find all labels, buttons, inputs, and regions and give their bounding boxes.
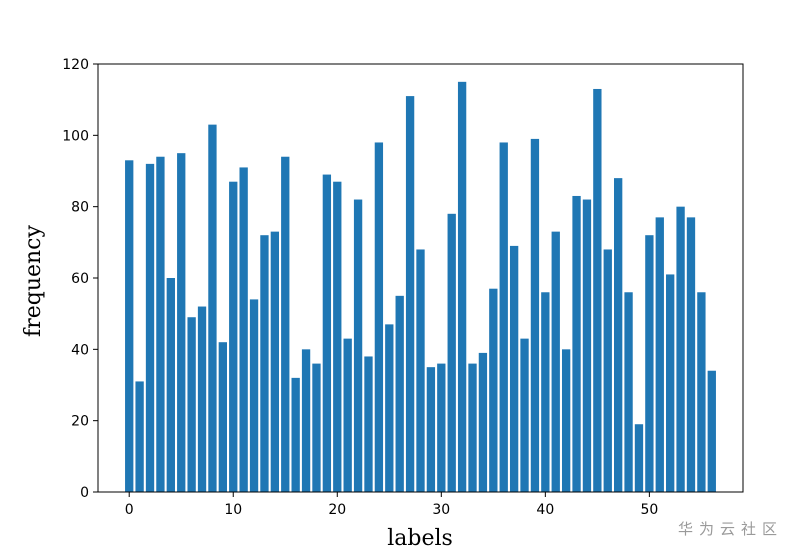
bar-11 [239, 167, 248, 492]
bar-49 [634, 424, 644, 492]
bar-1 [135, 381, 144, 492]
bar-10 [229, 181, 238, 492]
bar-3 [156, 156, 165, 492]
bar-17 [301, 349, 311, 492]
bar-14 [270, 231, 280, 492]
bar-33 [468, 363, 477, 492]
y-tick-label: 40 [71, 342, 89, 358]
bar-43 [572, 195, 581, 492]
bar-39 [530, 138, 540, 492]
bar-18 [312, 363, 321, 492]
bar-52 [666, 274, 675, 492]
bar-20 [333, 181, 342, 492]
x-axis-ticks: 0 10 20 30 40 50 [125, 492, 658, 518]
bar-47 [614, 178, 623, 492]
bar-0 [125, 160, 134, 493]
bar-35 [489, 288, 498, 492]
bar-44 [582, 199, 592, 493]
bar-5 [177, 153, 186, 492]
bar-12 [249, 299, 259, 492]
bar-38 [520, 338, 529, 492]
bar-23 [364, 356, 373, 492]
bar-50 [645, 235, 654, 492]
x-tick-label: 40 [536, 502, 554, 518]
bars-group [125, 81, 716, 493]
bar-19 [322, 174, 332, 493]
bar-31 [447, 213, 456, 493]
x-tick-label: 10 [224, 502, 242, 518]
watermark: 华为云社区 [677, 520, 783, 538]
y-tick-label: 0 [80, 485, 89, 501]
y-tick-label: 60 [71, 271, 89, 287]
bar-13 [260, 235, 269, 492]
bar-16 [291, 377, 300, 492]
bar-48 [624, 292, 633, 492]
bar-25 [385, 324, 394, 492]
bar-9 [218, 342, 227, 492]
bar-46 [603, 249, 612, 492]
y-axis-ticks: 0 20 40 60 80 100 120 [62, 57, 98, 501]
x-tick-label: 30 [432, 502, 450, 518]
bar-22 [353, 199, 363, 493]
bar-54 [686, 217, 696, 492]
bar-6 [187, 317, 196, 492]
y-axis-label: frequency [21, 224, 46, 336]
y-tick-label: 80 [71, 200, 89, 216]
bar-53 [676, 206, 685, 492]
bar-2 [145, 163, 155, 492]
y-tick-label: 100 [62, 128, 89, 144]
bar-36 [499, 142, 508, 492]
x-tick-label: 0 [125, 502, 134, 518]
bar-42 [561, 349, 571, 492]
bar-29 [426, 367, 436, 492]
bar-30 [437, 363, 446, 492]
bar-56 [707, 370, 716, 492]
x-axis-label: labels [387, 526, 453, 551]
bar-51 [655, 217, 664, 492]
bar-21 [343, 338, 352, 492]
bar-37 [509, 245, 519, 492]
x-tick-label: 20 [328, 502, 346, 518]
bar-34 [478, 352, 488, 492]
y-tick-label: 120 [62, 57, 89, 73]
bar-45 [593, 88, 602, 492]
y-tick-label: 20 [71, 414, 89, 430]
bar-24 [374, 142, 384, 492]
bar-40 [541, 292, 550, 492]
bar-27 [405, 96, 415, 492]
bar-55 [697, 292, 706, 492]
bar-8 [208, 124, 217, 492]
bar-41 [551, 231, 560, 492]
bar-15 [281, 156, 290, 492]
bar-26 [395, 295, 404, 492]
x-tick-label: 50 [640, 502, 658, 518]
bar-32 [457, 81, 467, 492]
bar-4 [166, 278, 175, 492]
bar-28 [416, 249, 425, 492]
bar-7 [197, 306, 207, 492]
